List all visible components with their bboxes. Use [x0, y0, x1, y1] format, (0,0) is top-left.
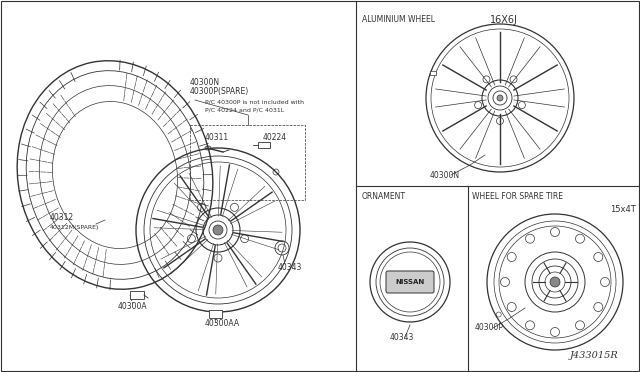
- Text: 40300AA: 40300AA: [205, 319, 240, 328]
- Text: P/C 40300P is not included with: P/C 40300P is not included with: [205, 100, 304, 105]
- Text: 40300P: 40300P: [475, 323, 504, 332]
- Text: 40300P(SPARE): 40300P(SPARE): [190, 87, 249, 96]
- Text: 40300N: 40300N: [430, 171, 460, 180]
- Bar: [430, 71, 436, 75]
- Circle shape: [213, 225, 223, 235]
- Circle shape: [497, 95, 503, 101]
- Text: NISSAN: NISSAN: [396, 279, 424, 285]
- Bar: [130, 291, 144, 299]
- Text: 40300N: 40300N: [190, 78, 220, 87]
- Text: 40343: 40343: [390, 333, 414, 342]
- Text: 40312: 40312: [50, 213, 74, 222]
- Text: 40311: 40311: [205, 133, 229, 142]
- Text: P/C 40224 and P/C 4031L: P/C 40224 and P/C 4031L: [205, 108, 284, 113]
- Text: 40343: 40343: [278, 263, 302, 272]
- Text: 40224: 40224: [263, 133, 287, 142]
- Bar: [258, 142, 270, 148]
- Text: 40300A: 40300A: [118, 302, 148, 311]
- FancyBboxPatch shape: [386, 271, 434, 293]
- Text: 16X6J: 16X6J: [490, 15, 518, 25]
- Text: ORNAMENT: ORNAMENT: [362, 192, 406, 201]
- Text: WHEEL FOR SPARE TIRE: WHEEL FOR SPARE TIRE: [472, 192, 563, 201]
- Text: ALUMINIUM WHEEL: ALUMINIUM WHEEL: [362, 15, 435, 24]
- Bar: [209, 310, 222, 318]
- Text: 15x4T: 15x4T: [610, 205, 636, 214]
- Text: 40312M(SPARE): 40312M(SPARE): [50, 225, 99, 230]
- Circle shape: [550, 277, 560, 287]
- Text: J433015R: J433015R: [570, 351, 619, 360]
- Bar: [0, 0, 356, 372]
